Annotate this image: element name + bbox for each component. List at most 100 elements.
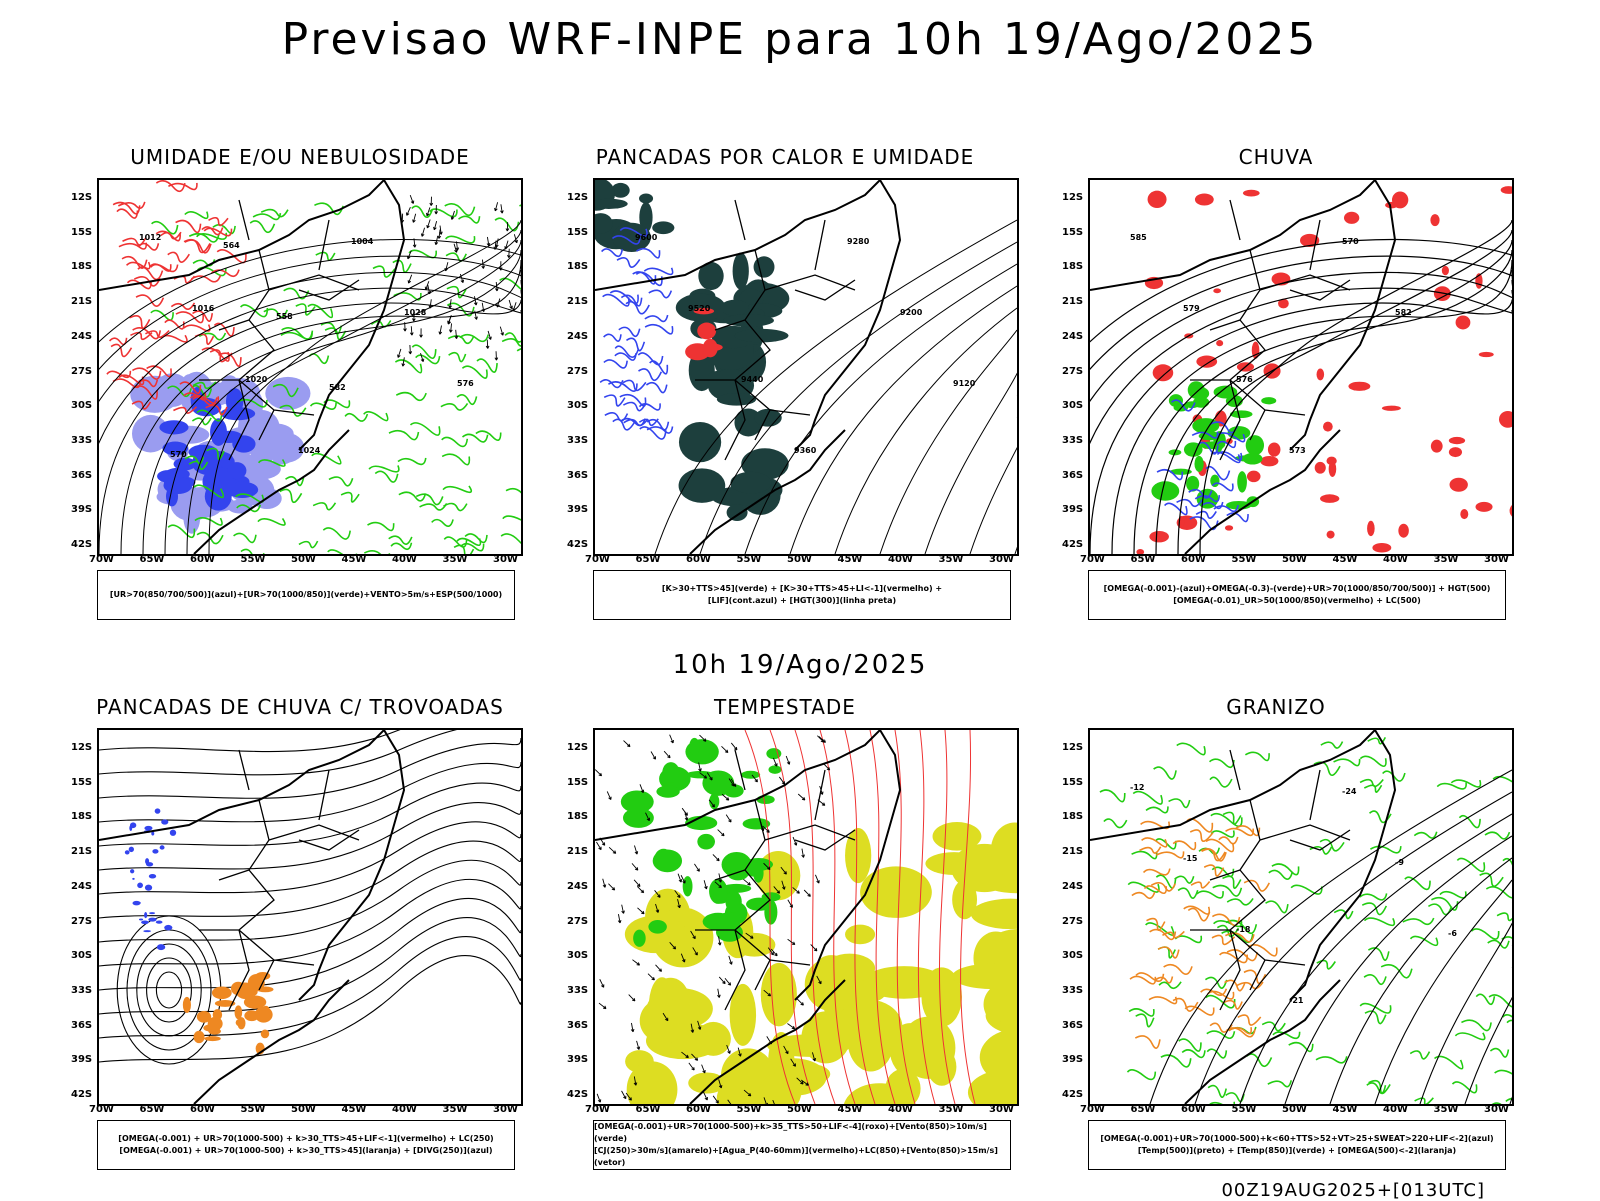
state-borders bbox=[199, 199, 360, 461]
lat-tick-label: 18S bbox=[567, 261, 589, 273]
contour-label: 573 bbox=[1289, 446, 1306, 455]
contour-label: 1016 bbox=[192, 304, 215, 313]
contour-label: 9440 bbox=[741, 375, 764, 384]
contour-label: 9520 bbox=[688, 304, 711, 313]
map-panel bbox=[97, 728, 523, 1106]
lat-tick-label: 27S bbox=[567, 915, 589, 927]
lat-tick-label: 27S bbox=[567, 365, 589, 377]
lon-tick-label: 30W bbox=[1484, 1104, 1509, 1115]
lon-tick-label: 30W bbox=[989, 554, 1014, 565]
map-canvas: 9600 9520 9440 9360 9280 9200 9120 bbox=[595, 180, 1017, 554]
panel-legend: [OMEGA(-0.001)-(azul)+OMEGA(-0.3)-(verde… bbox=[1088, 570, 1506, 620]
contour-label: 1012 bbox=[139, 233, 161, 242]
lon-tick-label: 30W bbox=[493, 1104, 518, 1115]
panel-legend: [OMEGA(-0.001) + UR>70(1000-500) + k>30_… bbox=[97, 1120, 515, 1170]
lon-tick-label: 55W bbox=[1231, 554, 1257, 565]
lat-tick-label: 18S bbox=[1062, 261, 1084, 273]
contour-label: -21 bbox=[1289, 996, 1304, 1005]
lat-tick-label: 21S bbox=[1062, 296, 1084, 308]
contour-label: 570 bbox=[1342, 237, 1359, 246]
lat-tick-label: 39S bbox=[71, 504, 93, 516]
lon-tick-label: 40W bbox=[888, 554, 913, 565]
omega-orange bbox=[1129, 818, 1278, 1049]
coastline bbox=[1090, 730, 1397, 1104]
panel-title: PANCADAS DE CHUVA C/ TROVOADAS bbox=[96, 695, 504, 719]
lon-tick-label: 40W bbox=[392, 1104, 417, 1115]
lon-tick-label: 70W bbox=[89, 1104, 114, 1115]
lat-tick-label: 21S bbox=[567, 846, 589, 858]
lat-tick-label: 15S bbox=[567, 226, 589, 238]
lat-tick-label: 36S bbox=[567, 1019, 589, 1031]
contour-lines bbox=[99, 219, 521, 554]
contour-label: 582 bbox=[329, 383, 346, 392]
contour-label: 1024 bbox=[298, 446, 321, 455]
legend-line: [CJ(250)>30m/s](amarelo)+[Agua_P(40-60mm… bbox=[594, 1146, 998, 1167]
lat-tick-label: 39S bbox=[567, 1054, 589, 1066]
lat-tick-label: 21S bbox=[71, 296, 93, 308]
contour-label: 570 bbox=[170, 450, 187, 459]
lon-tick-label: 30W bbox=[989, 1104, 1014, 1115]
state-borders bbox=[1190, 199, 1351, 461]
state-borders bbox=[1190, 749, 1351, 1011]
lat-tick-label: 42S bbox=[1062, 1089, 1084, 1100]
lon-tick-label: 60W bbox=[190, 554, 215, 565]
contour-label: -24 bbox=[1342, 787, 1357, 796]
lon-tick-label: 50W bbox=[291, 1104, 316, 1115]
lon-tick-label: 35W bbox=[1433, 1104, 1459, 1115]
lon-tick-label: 55W bbox=[736, 1104, 762, 1115]
contour-label: 579 bbox=[1183, 304, 1200, 313]
lat-tick-label: 24S bbox=[1062, 330, 1084, 342]
lat-tick-label: 12S bbox=[567, 192, 589, 203]
lat-tick-label: 18S bbox=[1062, 811, 1084, 823]
lon-tick-label: 70W bbox=[1080, 1104, 1105, 1115]
lon-tick-label: 60W bbox=[1181, 1104, 1206, 1115]
wind-850 bbox=[620, 737, 782, 947]
contour-label: -15 bbox=[1183, 854, 1198, 863]
panel-legend: [OMEGA(-0.001)+UR>70(1000-500)+k>35_TTS>… bbox=[593, 1120, 1011, 1170]
lon-tick-label: 70W bbox=[585, 554, 610, 565]
rain-green bbox=[1151, 381, 1277, 510]
contour-label: 9360 bbox=[794, 446, 817, 455]
lat-tick-label: 12S bbox=[567, 742, 589, 753]
lon-tick-label: 35W bbox=[938, 1104, 964, 1115]
lon-tick-label: 55W bbox=[240, 554, 266, 565]
forecast-time-label: 10h 19/Ago/2025 bbox=[672, 650, 928, 680]
lat-tick-label: 42S bbox=[71, 1089, 93, 1100]
state-borders bbox=[695, 749, 856, 1011]
lon-tick-label: 60W bbox=[1181, 554, 1206, 565]
jet-core bbox=[624, 822, 1017, 1104]
lon-tick-label: 65W bbox=[635, 1104, 661, 1115]
lon-tick-label: 35W bbox=[1433, 554, 1459, 565]
lat-tick-label: 42S bbox=[567, 539, 589, 550]
contour-label: 558 bbox=[276, 312, 293, 321]
lon-tick-label: 65W bbox=[1130, 1104, 1156, 1115]
contour-label: -6 bbox=[1448, 929, 1457, 938]
panel-title: PANCADAS POR CALOR E UMIDADE bbox=[595, 145, 975, 169]
map-panel: -12 -15 -18 -21 -24 -9 -6 bbox=[1088, 728, 1514, 1106]
map-panel: 585 579 576 573 570 582 bbox=[1088, 178, 1514, 556]
map-canvas: -12 -15 -18 -21 -24 -9 -6 bbox=[1090, 730, 1512, 1104]
legend-line: [OMEGA(-0.001) + UR>70(1000-500) + k>30_… bbox=[118, 1134, 494, 1143]
lat-tick-label: 30S bbox=[567, 400, 589, 412]
lon-tick-label: 45W bbox=[1332, 554, 1358, 565]
lat-tick-label: 42S bbox=[567, 1089, 589, 1100]
legend-line: [OMEGA(-0.01)_UR>50(1000/850)(vermelho) … bbox=[1173, 596, 1421, 605]
state-borders bbox=[695, 199, 856, 461]
lat-tick-label: 33S bbox=[567, 434, 589, 446]
contour-label: 576 bbox=[1236, 375, 1253, 384]
lat-tick-label: 18S bbox=[71, 261, 93, 273]
lat-tick-label: 12S bbox=[1062, 192, 1084, 203]
lat-tick-label: 33S bbox=[1062, 434, 1084, 446]
lon-tick-label: 45W bbox=[837, 1104, 863, 1115]
legend-line: [K>30+TTS>45](verde) + [K>30+TTS>45+LI<-… bbox=[661, 584, 943, 593]
state-borders bbox=[199, 749, 360, 1011]
lat-tick-label: 36S bbox=[71, 1019, 93, 1031]
lat-tick-label: 30S bbox=[71, 950, 93, 962]
lat-tick-label: 24S bbox=[71, 330, 93, 342]
lon-tick-label: 65W bbox=[139, 554, 165, 565]
coastline bbox=[595, 730, 902, 1104]
panel-legend: [K>30+TTS>45](verde) + [K>30+TTS>45+LI<-… bbox=[593, 570, 1011, 620]
lat-tick-label: 18S bbox=[567, 811, 589, 823]
lon-tick-label: 65W bbox=[635, 554, 661, 565]
lat-tick-label: 24S bbox=[567, 330, 589, 342]
